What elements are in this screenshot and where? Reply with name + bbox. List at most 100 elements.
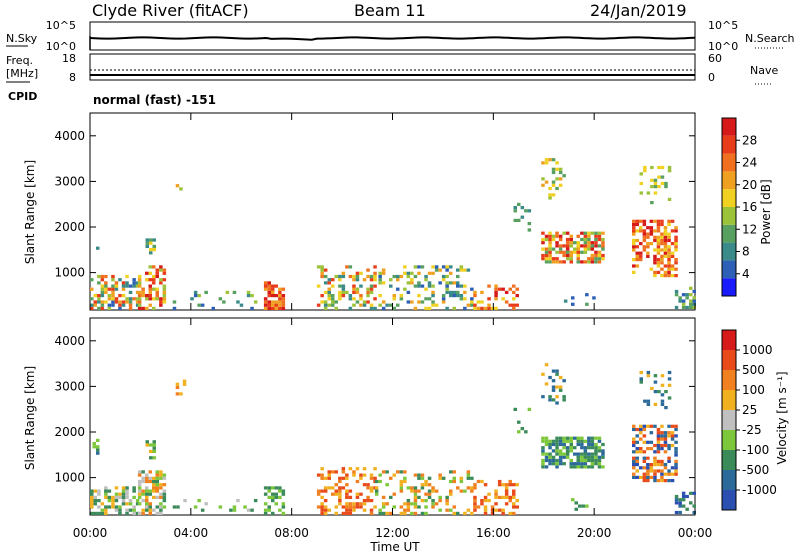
power-cell [497, 287, 502, 291]
power-cell [632, 222, 636, 227]
power-cell [555, 177, 559, 181]
power-cell [152, 238, 156, 242]
power-cell [438, 268, 442, 272]
power-cell [373, 271, 377, 275]
power-cell [642, 229, 647, 233]
velocity-cell [632, 443, 636, 448]
power-cell [649, 232, 654, 236]
power-cell [646, 245, 650, 249]
velocity-cell [642, 427, 647, 432]
velocity-cell [278, 508, 282, 512]
power-cell [155, 290, 159, 294]
velocity-cell [162, 495, 167, 499]
velocity-cell [646, 469, 650, 473]
power-cell [643, 169, 647, 173]
velocity-cell [152, 440, 156, 444]
power-cell [420, 300, 425, 304]
velocity-cell [381, 505, 386, 509]
power-cell [571, 302, 575, 306]
power-cell [663, 270, 668, 274]
power-cell [159, 303, 163, 307]
power-ytick-label: 1000 [54, 266, 85, 280]
velocity-cell [580, 442, 584, 447]
velocity-cell [473, 495, 477, 499]
velocity-cell [381, 511, 386, 515]
power-cell [316, 303, 321, 307]
power-cell [517, 218, 521, 222]
power-cell [476, 306, 481, 310]
power-cell [674, 289, 679, 294]
power-cell [653, 219, 657, 223]
velocity-cell [501, 511, 505, 515]
power-cell [527, 209, 532, 213]
velocity-cell [152, 508, 156, 512]
velocity-cell [456, 486, 460, 490]
power-cell [470, 297, 474, 301]
velocity-cell [670, 443, 675, 448]
velocity-cell [121, 495, 126, 499]
power-cell [558, 237, 563, 242]
power-cell [656, 229, 661, 233]
power-cell [667, 245, 671, 249]
power-cell [660, 242, 664, 246]
velocity-cell [399, 486, 404, 490]
velocity-cell [406, 499, 411, 503]
power-cell [663, 251, 668, 255]
velocity-cell [508, 483, 512, 487]
power-cell [555, 161, 559, 165]
velocity-cell [182, 379, 187, 383]
velocity-cell [118, 511, 122, 515]
power-cell [441, 278, 446, 282]
velocity-cell [141, 492, 145, 496]
velocity-cell [369, 511, 374, 515]
velocity-cell [399, 483, 404, 487]
power-cell [145, 306, 149, 310]
velocity-cell [175, 392, 180, 396]
power-cell [555, 241, 559, 245]
power-cell [541, 247, 545, 251]
power-cell [341, 287, 346, 291]
power-cell [594, 244, 598, 248]
velocity-cell [544, 439, 549, 443]
power-cell [225, 290, 230, 294]
power-cell [413, 274, 418, 279]
power-cell [381, 268, 386, 272]
power-cell [114, 281, 119, 285]
power-cell [97, 306, 101, 310]
velocity-cell [155, 511, 159, 515]
velocity-cell [685, 507, 689, 511]
power-cell [583, 244, 588, 248]
velocity-ytick-label: 2000 [54, 425, 85, 439]
velocity-cell [148, 470, 152, 474]
power-cell [594, 241, 598, 245]
power-cell [592, 296, 596, 300]
power-cell [656, 242, 661, 246]
power-cell [660, 258, 664, 262]
velocity-cell [466, 473, 471, 477]
velocity-cell [345, 508, 349, 512]
velocity-cell [649, 431, 654, 435]
velocity-cell [97, 499, 101, 503]
velocity-cell [427, 495, 432, 499]
power-cell [125, 284, 129, 288]
velocity-cell [692, 504, 696, 508]
power-cell [667, 197, 672, 201]
velocity-cell [104, 492, 108, 496]
power-cell [327, 281, 331, 285]
power-cell [427, 297, 432, 301]
velocity-cell [104, 508, 108, 512]
velocity-cell [345, 505, 349, 509]
velocity-cell [480, 502, 484, 506]
power-cell [159, 300, 163, 304]
power-cell [551, 260, 556, 264]
velocity-cell [267, 486, 271, 490]
velocity-cell [594, 452, 598, 456]
velocity-cell [635, 434, 639, 438]
power-cell [145, 241, 149, 245]
power-cell [692, 305, 696, 310]
velocity-cell [632, 475, 636, 479]
power-colorbar-swatch [722, 207, 736, 225]
power-cell [111, 287, 115, 291]
power-cell [125, 274, 129, 279]
power-cell [639, 258, 643, 262]
